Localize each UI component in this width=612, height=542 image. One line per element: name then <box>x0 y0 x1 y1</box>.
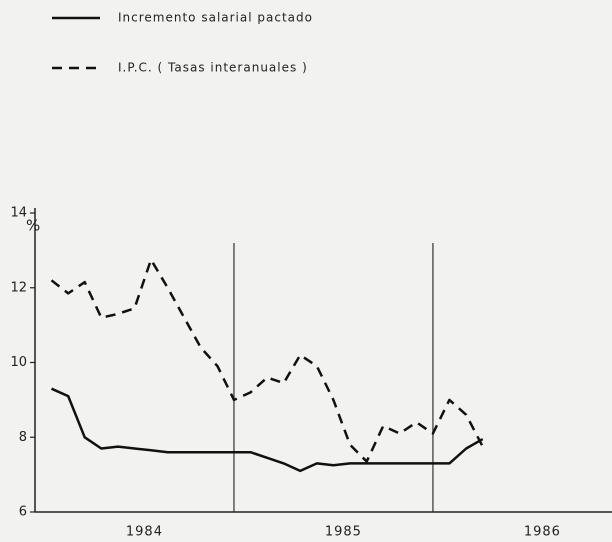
y-tick-label: 14 <box>10 206 27 221</box>
x-tick-label: 1985 <box>325 525 362 540</box>
x-tick-label: 1986 <box>524 525 561 540</box>
legend-label: Incremento salarial pactado <box>118 11 313 25</box>
series-line <box>50 387 484 473</box>
y-tick-label: 8 <box>19 430 27 445</box>
x-tick-label: 1984 <box>126 525 163 540</box>
y-axis-label: % <box>26 217 40 235</box>
y-tick-label: 6 <box>19 505 27 520</box>
legend-label: I.P.C. ( Tasas interanuales ) <box>118 61 308 75</box>
y-tick-label: 12 <box>10 280 27 295</box>
y-tick-label: 10 <box>10 355 27 370</box>
series-line <box>50 258 484 463</box>
